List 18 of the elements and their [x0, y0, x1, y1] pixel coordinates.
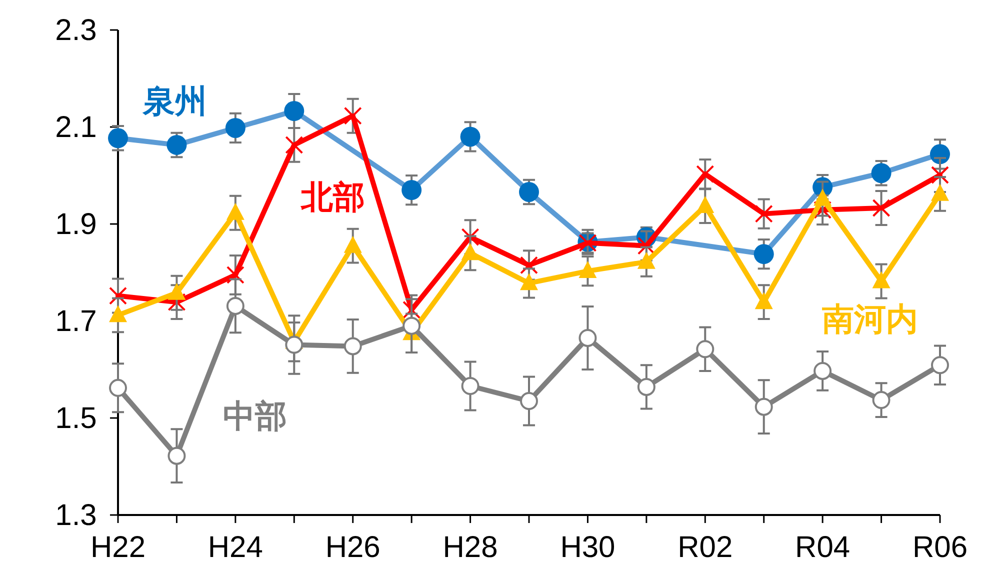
x-tick-label: H30: [560, 531, 616, 564]
y-tick-label: 1.7: [55, 305, 97, 338]
series-label: 中部: [223, 398, 287, 434]
y-tick-label: 1.9: [55, 208, 97, 241]
x-tick-label: H24: [208, 531, 263, 564]
x-tick-label: R06: [912, 531, 968, 564]
x-tick-label: H22: [90, 531, 146, 564]
y-tick-label: 2.3: [55, 14, 97, 47]
series-label: 南河内: [822, 301, 918, 337]
x-tick-label: R02: [678, 531, 733, 564]
series-label: 北部: [300, 179, 365, 215]
y-tick-label: 1.3: [55, 499, 97, 532]
series-label: 泉州: [142, 83, 207, 119]
x-tick-label: H28: [442, 531, 498, 564]
y-tick-label: 1.5: [55, 402, 97, 435]
y-tick-label: 2.1: [55, 111, 97, 144]
x-tick-label: H26: [325, 531, 380, 564]
x-tick-label: R04: [795, 531, 850, 564]
